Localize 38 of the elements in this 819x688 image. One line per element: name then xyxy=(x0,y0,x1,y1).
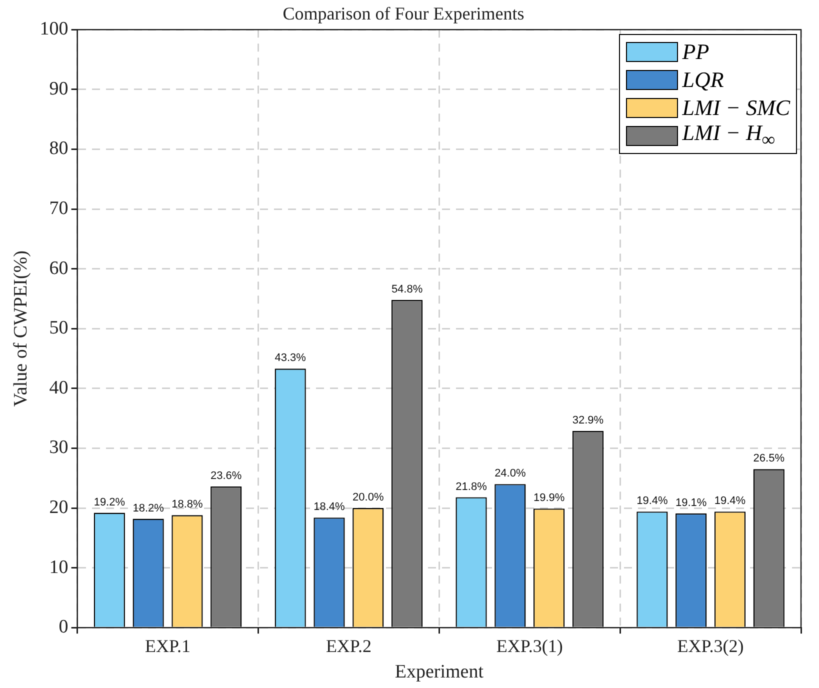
legend-label: LQR xyxy=(682,66,724,93)
x-axis-title: Experiment xyxy=(394,662,484,683)
data-label: 19.9% xyxy=(533,492,565,504)
legend-label: LMI − SMC xyxy=(682,94,790,121)
legend-label: LMI − H$_{∞}$ xyxy=(682,120,775,151)
data-label: 18.2% xyxy=(132,502,164,514)
x-tick-label: EXP.3(2) xyxy=(677,636,744,656)
y-tick-label: 10 xyxy=(49,556,68,578)
x-tick-label: EXP.1 xyxy=(145,636,191,656)
y-axis-title: Value of CWPEI(%) xyxy=(10,250,32,407)
data-label: 26.5% xyxy=(753,452,785,465)
data-label: 24.0% xyxy=(494,468,526,480)
data-label: 54.8% xyxy=(391,283,423,296)
data-label: 18.4% xyxy=(314,501,346,514)
data-label: 18.8% xyxy=(172,498,204,511)
y-tick-label: 90 xyxy=(49,78,68,100)
x-tick-label: EXP.2 xyxy=(326,636,372,656)
y-tick-label: 100 xyxy=(40,18,68,40)
y-tick-label: 30 xyxy=(49,437,68,458)
x-tick-label: EXP.3(1) xyxy=(496,636,563,656)
legend-label: PP xyxy=(682,38,710,65)
y-tick-label: 50 xyxy=(49,318,68,339)
data-label: 43.3% xyxy=(274,352,306,364)
y-tick-label: 40 xyxy=(49,377,68,398)
data-label: 19.1% xyxy=(675,496,707,509)
chart-title: Comparison of Four Experiments xyxy=(282,4,524,24)
y-tick-label: 60 xyxy=(49,258,68,279)
data-label: 32.9% xyxy=(572,414,604,426)
data-label: 20.0% xyxy=(352,492,384,504)
data-label: 19.4% xyxy=(714,495,746,508)
y-tick-label: 80 xyxy=(49,138,68,160)
data-label: 21.8% xyxy=(456,480,488,493)
y-tick-label: 20 xyxy=(49,496,68,518)
data-label: 19.2% xyxy=(94,496,126,508)
data-label: 23.6% xyxy=(210,470,242,482)
y-tick-label: 0 xyxy=(58,616,68,638)
y-tick-label: 70 xyxy=(49,198,68,219)
data-label: 19.4% xyxy=(636,495,668,508)
